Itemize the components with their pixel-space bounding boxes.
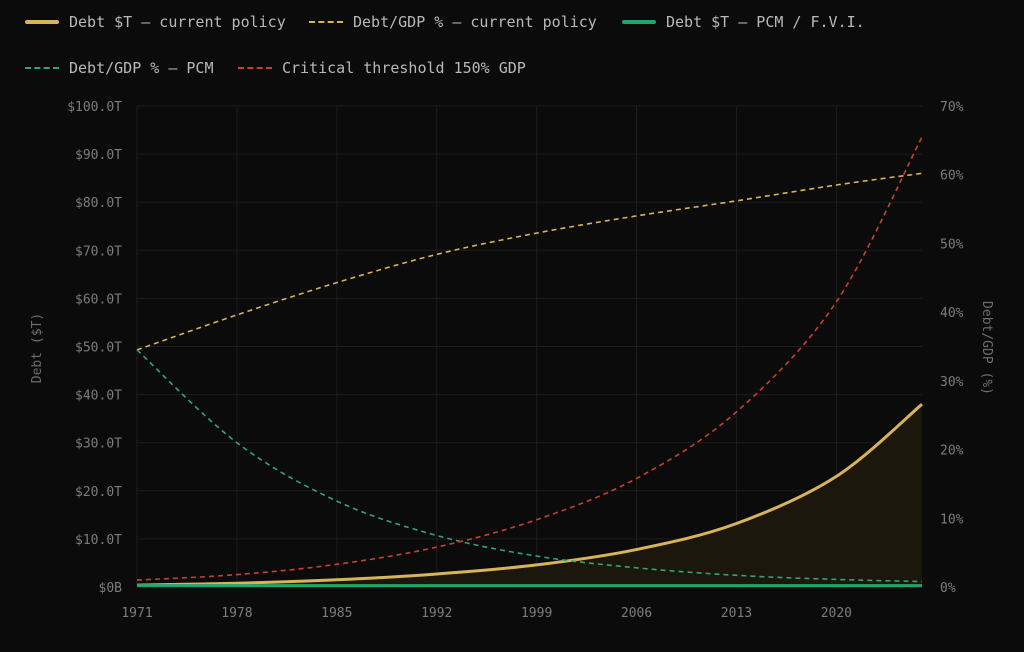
- area-fill: [137, 404, 922, 587]
- legend-label: Debt $T — PCM / F.V.I.: [666, 13, 865, 31]
- legend-label: Debt/GDP % — PCM: [69, 59, 214, 77]
- x-tick-label: 2020: [821, 606, 852, 621]
- series-line-debt-t-current-policy: [136, 403, 923, 587]
- legend-swatch: [622, 20, 656, 24]
- y-right-tick-label: 30%: [940, 375, 964, 390]
- legend-swatch: [25, 67, 59, 69]
- series-line-debt-gdp-pcm: [136, 349, 923, 583]
- legend-item-critical-threshold-150-gdp[interactable]: Critical threshold 150% GDP: [238, 59, 526, 77]
- x-tick-label: 1978: [221, 606, 252, 621]
- y-left-tick-label: $90.0T: [75, 148, 122, 163]
- x-tick-label: 1999: [521, 606, 552, 621]
- y-left-tick-label: $80.0T: [75, 196, 122, 211]
- y-right-tick-label: 60%: [940, 169, 964, 184]
- y-right-tick-label: 40%: [940, 306, 964, 321]
- y-right-tick-label: 50%: [940, 237, 964, 252]
- legend-label: Critical threshold 150% GDP: [282, 59, 526, 77]
- legend-item-debt-gdp-pcm[interactable]: Debt/GDP % — PCM: [25, 59, 214, 77]
- y-left-tick-label: $100.0T: [67, 100, 122, 115]
- y-left-tick-label: $20.0T: [75, 485, 122, 500]
- y-right-tick-label: 10%: [940, 512, 964, 527]
- series-lines: [136, 136, 923, 588]
- y-right-tick-label: 20%: [940, 444, 964, 459]
- y-left-tick-label: $0B: [99, 581, 123, 596]
- legend-swatch: [238, 67, 272, 69]
- debt-current-policy-area: [137, 404, 922, 587]
- axis-ticks: $0B $10.0T $20.0T $30.0T $40.0T $50.0T $60.0T $…: [67, 100, 963, 621]
- legend-label: Debt $T — current policy: [69, 13, 286, 31]
- legend-item-debt-t-current-policy[interactable]: Debt $T — current policy: [25, 13, 286, 31]
- x-tick-label: 2006: [621, 606, 652, 621]
- legend-swatch: [25, 20, 59, 24]
- y-right-tick-label: 0%: [940, 581, 956, 596]
- x-tick-label: 2013: [721, 606, 752, 621]
- y-left-tick-label: $30.0T: [75, 437, 122, 452]
- series-line-debt-gdp-current-policy: [136, 172, 923, 351]
- y-left-tick-label: $60.0T: [75, 292, 122, 307]
- y-left-tick-label: $10.0T: [75, 533, 122, 548]
- legend-label: Debt/GDP % — current policy: [353, 13, 597, 31]
- y-right-axis-title: Debt/GDP (%): [979, 301, 994, 395]
- legend-swatch: [309, 21, 343, 23]
- y-left-tick-label: $40.0T: [75, 389, 122, 404]
- legend-item-debt-t-pcm-f-v-i[interactable]: Debt $T — PCM / F.V.I.: [622, 13, 865, 31]
- x-tick-label: 1971: [121, 606, 152, 621]
- y-right-tick-label: 70%: [940, 100, 964, 115]
- x-tick-label: 1992: [421, 606, 452, 621]
- x-tick-label: 1985: [321, 606, 352, 621]
- y-left-tick-label: $50.0T: [75, 341, 122, 356]
- legend-item-debt-gdp-current-policy[interactable]: Debt/GDP % — current policy: [309, 13, 597, 31]
- series-line-critical-threshold-150-gdp: [136, 136, 923, 581]
- y-left-axis-title: Debt ($T): [30, 313, 45, 383]
- y-left-tick-label: $70.0T: [75, 244, 122, 259]
